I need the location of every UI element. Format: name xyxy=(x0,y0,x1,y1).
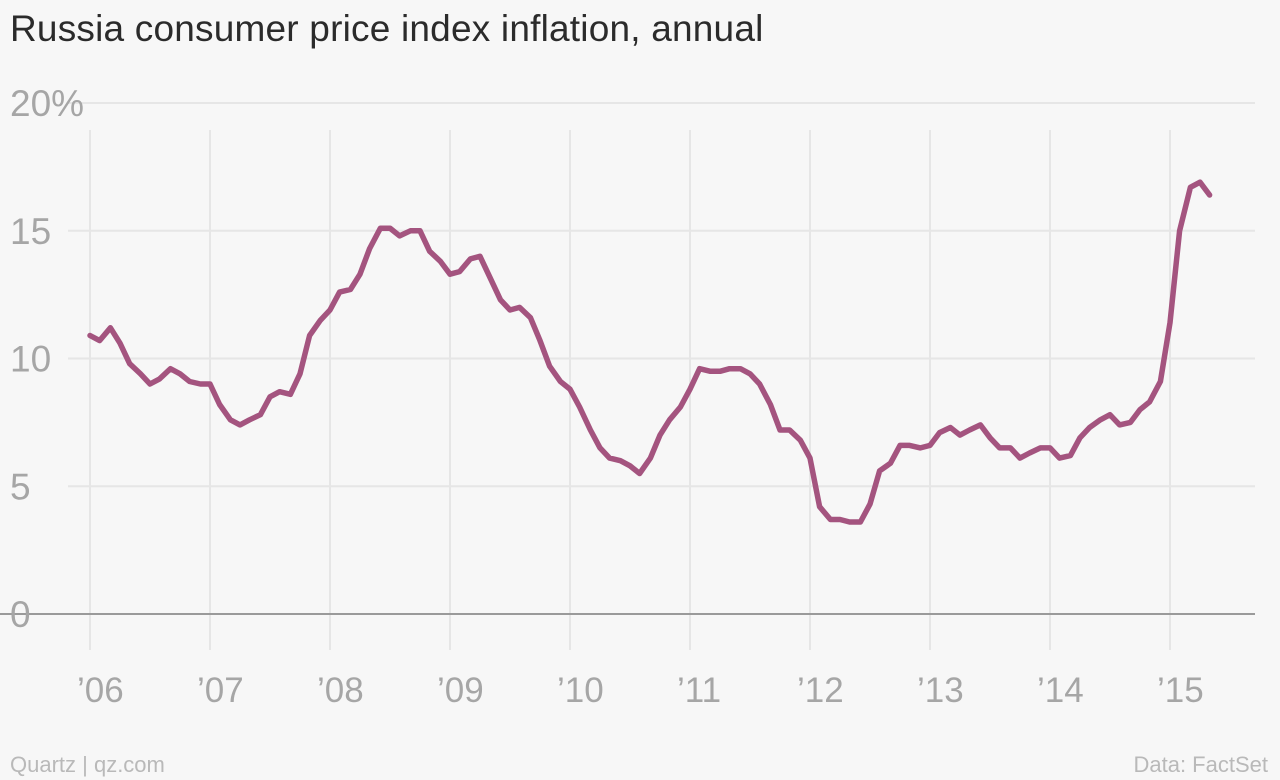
x-tick-label: ’07 xyxy=(197,671,244,710)
x-tick-label: ’14 xyxy=(1037,671,1084,710)
y-axis: 20% 15 10 5 0 xyxy=(10,83,84,635)
series-layer xyxy=(87,179,1213,525)
x-axis: ’06 ’07 ’08 ’09 ’10 ’11 ’12 ’13 ’14 ’15 xyxy=(77,671,1204,710)
y-tick-label: 10 xyxy=(10,339,51,380)
x-tick-label: ’09 xyxy=(437,671,484,710)
y-tick-label: 0 xyxy=(10,594,31,635)
x-tick-label: ’06 xyxy=(77,671,124,710)
y-tick-label: 5 xyxy=(10,466,31,507)
source-credit: Quartz | qz.com xyxy=(10,752,165,777)
chart-title: Russia consumer price index inflation, a… xyxy=(10,8,764,49)
grid-lines xyxy=(0,102,1255,650)
x-tick-label: ’08 xyxy=(317,671,364,710)
y-tick-label: 15 xyxy=(10,211,51,252)
series-line xyxy=(87,179,1213,525)
x-tick-label: ’13 xyxy=(917,671,964,710)
x-tick-label: ’12 xyxy=(797,671,844,710)
x-tick-label: ’10 xyxy=(557,671,604,710)
x-tick-label: ’15 xyxy=(1157,671,1204,710)
y-tick-label: 20% xyxy=(10,83,84,124)
data-source: Data: FactSet xyxy=(1133,752,1268,777)
x-tick-label: ’11 xyxy=(677,671,721,710)
